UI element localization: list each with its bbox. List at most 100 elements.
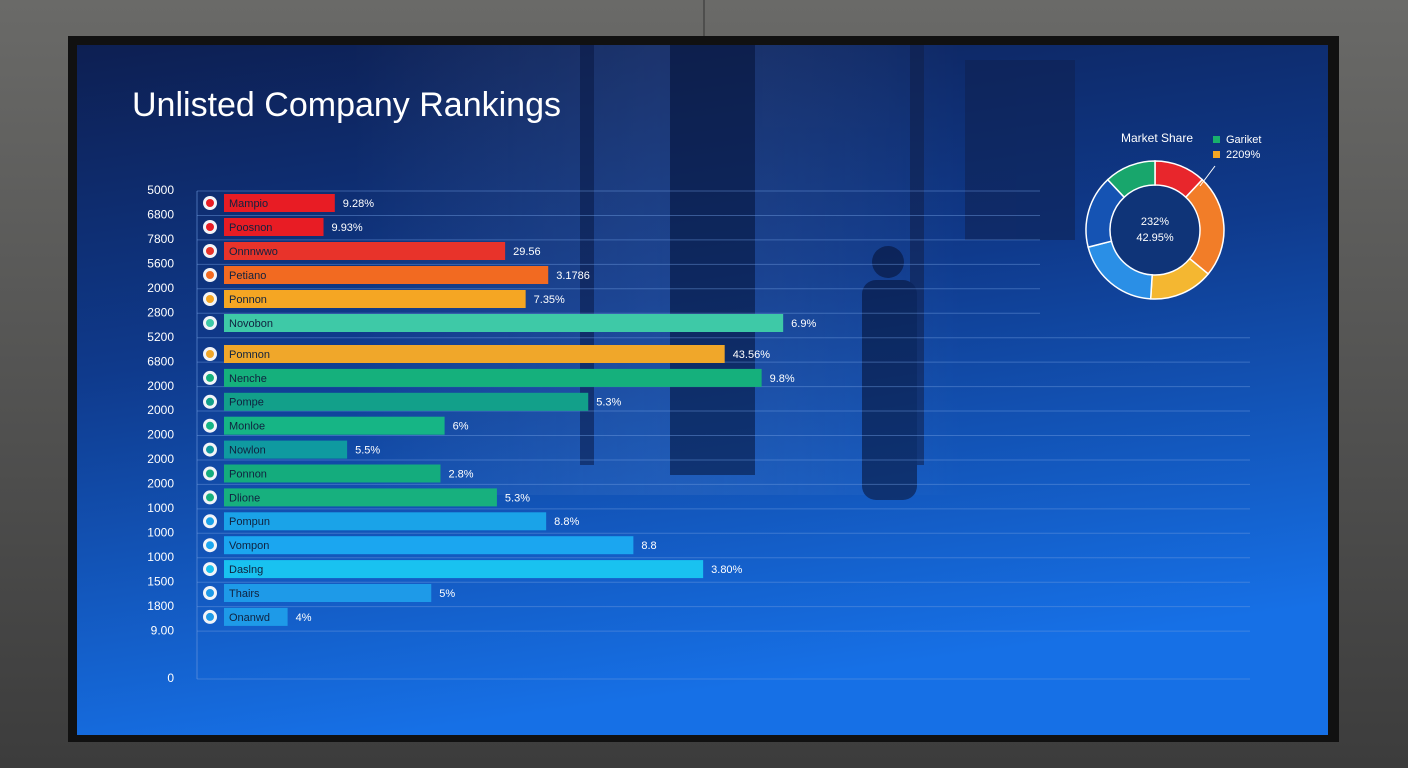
row-icon-dot: [206, 469, 214, 478]
donut-center-label: 42.95%: [1136, 232, 1174, 244]
donut-segment: [1106, 160, 1156, 199]
side-label: 1000: [147, 550, 174, 564]
side-label: 5600: [147, 257, 174, 271]
legend-label: 2209%: [1226, 149, 1260, 161]
bar: [224, 314, 784, 332]
bar-annotation: 9.28%: [343, 198, 374, 210]
bar: [224, 607, 288, 626]
row-icon-dot: [206, 319, 214, 327]
pillar: [670, 45, 755, 475]
bar: [224, 440, 348, 459]
row-icon-dot: [206, 421, 214, 430]
bar-annotation: 3.80%: [711, 564, 742, 576]
donut-center-label: 232%: [1141, 216, 1169, 228]
bar-annotation: 5%: [439, 588, 455, 600]
side-label: 2000: [147, 477, 174, 491]
bar: [224, 266, 549, 284]
bar-label: Pompe: [229, 397, 264, 409]
bar-annotation: 43.56%: [733, 349, 771, 361]
row-icon-dot: [206, 541, 214, 550]
bar-annotation: 5.5%: [355, 445, 380, 457]
bar-annotation: 9.93%: [332, 222, 363, 234]
bar-label: Pompun: [229, 516, 270, 528]
side-label: 7800: [147, 232, 174, 246]
side-label: 2000: [147, 428, 174, 442]
row-icon-dot: [206, 247, 214, 255]
bar-annotation: 7.35%: [534, 294, 565, 306]
side-label: 0: [167, 671, 174, 685]
side-label: 5000: [147, 183, 174, 197]
bar-annotation: 29.56: [513, 246, 541, 258]
row-icon-dot: [206, 199, 214, 207]
bar-label: Pomnon: [229, 349, 270, 361]
row-icon-dot: [206, 223, 214, 231]
bar-annotation: 6%: [453, 421, 469, 433]
row-icon-dot: [206, 295, 214, 303]
bar-label: Daslng: [229, 564, 263, 576]
bar-annotation: 4%: [296, 612, 312, 624]
side-label: 9.00: [151, 623, 175, 637]
row-icon-dot: [206, 589, 214, 597]
bar-label: Mampio: [229, 198, 268, 210]
background-scene: [350, 45, 1075, 500]
person-head: [872, 246, 904, 278]
bar-label: Monloe: [229, 421, 265, 433]
side-label: 5200: [147, 330, 174, 344]
side-label: 2000: [147, 379, 174, 393]
bar-annotation: 6.9%: [791, 318, 816, 330]
bar-annotation: 2.8%: [448, 468, 473, 480]
bar: [224, 584, 432, 602]
bar: [224, 416, 445, 435]
row-icon-dot: [206, 373, 214, 382]
legend-swatch: [1213, 151, 1220, 158]
row-icon-dot: [206, 271, 214, 279]
bar-label: Petiano: [229, 270, 266, 282]
side-label: 2000: [147, 403, 174, 417]
bar: [224, 345, 725, 363]
bar-label: Onnnwwo: [229, 246, 278, 258]
side-label: 1000: [147, 501, 174, 515]
row-icon-dot: [206, 517, 214, 526]
donut-hole: [1111, 186, 1199, 274]
bar-label: Thairs: [229, 588, 260, 600]
side-label: 1800: [147, 599, 174, 613]
bar: [224, 290, 526, 308]
row-icon-dot: [206, 397, 214, 406]
wall-panel: [965, 60, 1075, 240]
bar-label: Nenche: [229, 373, 267, 385]
legend-leader: [1199, 165, 1216, 187]
bar: [224, 218, 324, 236]
bar-annotation: 5.3%: [596, 397, 621, 409]
row-icon-dot: [206, 565, 214, 574]
bar-label: Ponnon: [229, 468, 267, 480]
row-icon-dot: [206, 350, 214, 358]
side-label: 2000: [147, 281, 174, 295]
bar: [224, 392, 589, 411]
row-icon-dot: [206, 445, 214, 454]
legend-label: Gariket: [1226, 134, 1261, 146]
bar-label: Ponnon: [229, 294, 267, 306]
bar-annotation: 9.8%: [770, 373, 795, 385]
bar-label: Novobon: [229, 318, 273, 330]
person-body: [862, 280, 917, 500]
side-label: 1000: [147, 525, 174, 539]
bar: [224, 560, 704, 579]
bar: [224, 194, 335, 212]
bar-annotation: 8.8%: [554, 516, 579, 528]
bar-annotation: 3.1786: [556, 270, 590, 282]
bar-label: Nowlon: [229, 445, 266, 457]
bar: [224, 464, 441, 483]
side-label: 6800: [147, 208, 174, 222]
bar-label: Vompon: [229, 540, 269, 552]
bar-annotation: 8.8: [641, 540, 656, 552]
row-icon-dot: [206, 493, 214, 502]
bar: [224, 242, 506, 260]
bar: [224, 368, 762, 387]
chart-title: Unlisted Company Rankings: [132, 86, 561, 124]
bar: [224, 488, 497, 507]
side-label: 6800: [147, 354, 174, 368]
legend-swatch: [1213, 136, 1220, 143]
bar-label: Dlione: [229, 492, 260, 504]
